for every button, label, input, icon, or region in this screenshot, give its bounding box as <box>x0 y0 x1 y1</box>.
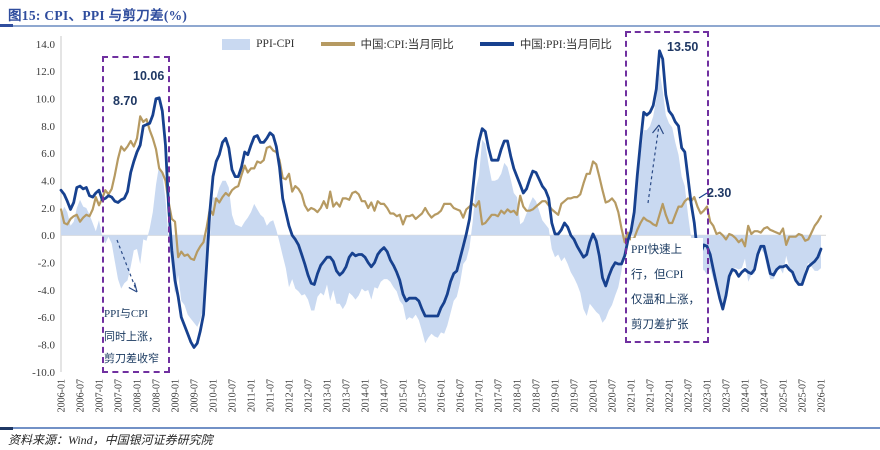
chart-legend: PPI-CPI 中国:CPI:当月同比 中国:PPI:当月同比 <box>0 36 834 52</box>
x-tick-label: 2020-07 <box>608 379 619 412</box>
source-text: 资料来源：Wind，中国银河证券研究院 <box>8 433 213 447</box>
ppi-cpi-spread-area <box>61 71 821 344</box>
x-tick-label: 2011-07 <box>266 379 277 412</box>
x-tick-label: 2017-07 <box>494 379 505 412</box>
figure-title: 图15: CPI、PPI 与剪刀差(%) <box>8 8 188 23</box>
cpi-peak-2021-label: 2.30 <box>707 186 732 200</box>
ppi-line <box>59 49 823 349</box>
legend-label-spread: PPI-CPI <box>256 38 295 50</box>
x-tick-label: 2014-01 <box>361 379 372 412</box>
footer-divider-accent <box>0 426 13 430</box>
y-tick-label: 6.0 <box>41 148 55 160</box>
x-tick-label: 2024-07 <box>760 379 771 412</box>
legend-label-ppi: 中国:PPI:当月同比 <box>519 39 612 51</box>
cpi-peak-2008-label: 8.70 <box>113 94 138 108</box>
y-tick-label: -2.0 <box>38 258 56 270</box>
x-tick-label: 2025-07 <box>798 379 809 412</box>
x-tick-label: 2015-01 <box>399 379 410 412</box>
x-tick-label: 2019-01 <box>551 379 562 412</box>
note-2021: PPI快速上 行，但CPI 仅温和上涨， 剪刀差扩张 <box>631 238 703 338</box>
x-tick-label: 2021-01 <box>627 379 638 412</box>
note-2008: PPI与CPI 同时上涨， 剪刀差收窄 <box>104 308 159 365</box>
cpi-line <box>59 115 823 261</box>
x-tick-label: 2012-01 <box>285 379 296 412</box>
y-tick-label: -10.0 <box>32 367 55 379</box>
y-tick-label: 4.0 <box>41 176 55 188</box>
x-tick-label: 2018-01 <box>513 379 524 412</box>
highlight-box-2021 <box>625 31 709 343</box>
y-tick-label: -8.0 <box>38 340 56 352</box>
title-divider-accent <box>0 24 13 27</box>
y-tick-label: 0.0 <box>41 230 55 242</box>
x-tick-label: 2024-01 <box>741 379 752 412</box>
x-tick-label: 2009-01 <box>171 379 182 412</box>
x-tick-label: 2010-07 <box>228 379 239 412</box>
ppi-peak-2021-label: 13.50 <box>667 40 699 54</box>
legend-label-cpi: 中国:CPI:当月同比 <box>360 39 454 51</box>
legend-item-ppi: 中国:PPI:当月同比 <box>479 36 612 52</box>
x-tick-label: 2015-07 <box>418 379 429 412</box>
y-tick-label: 14.0 <box>36 39 56 51</box>
x-tick-label: 2022-01 <box>665 379 676 412</box>
x-tick-label: 2018-07 <box>532 379 543 412</box>
x-tick-label: 2026-01 <box>817 379 828 412</box>
x-tick-label: 2020-01 <box>589 379 600 412</box>
ppi-line-swatch-icon <box>479 42 514 46</box>
x-tick-label: 2021-07 <box>646 379 657 412</box>
title-divider <box>0 25 880 27</box>
x-tick-label: 2016-07 <box>456 379 467 412</box>
area-swatch-icon <box>222 38 251 50</box>
y-tick-label: -4.0 <box>38 285 56 297</box>
x-tick-label: 2006-01 <box>57 379 68 412</box>
x-tick-label: 2007-07 <box>114 379 125 412</box>
x-tick-label: 2023-07 <box>722 379 733 412</box>
cpi-line-swatch-icon <box>320 42 355 46</box>
x-tick-label: 2007-01 <box>95 379 106 412</box>
x-tick-label: 2016-01 <box>437 379 448 412</box>
x-tick-label: 2008-07 <box>152 379 163 412</box>
x-tick-label: 2023-01 <box>703 379 714 412</box>
x-tick-label: 2012-07 <box>304 379 315 412</box>
y-tick-label: 8.0 <box>41 121 55 133</box>
x-tick-label: 2009-07 <box>190 379 201 412</box>
y-tick-label: 2.0 <box>41 203 55 215</box>
highlight-box-2008 <box>102 56 170 373</box>
x-tick-label: 2011-01 <box>247 379 258 412</box>
ppi-peak-2008-label: 10.06 <box>133 69 165 83</box>
legend-item-spread: PPI-CPI <box>222 38 295 50</box>
x-tick-label: 2019-07 <box>570 379 581 412</box>
y-tick-label: 12.0 <box>36 66 56 78</box>
x-tick-label: 2008-01 <box>133 379 144 412</box>
footer-divider <box>0 427 880 429</box>
x-tick-label: 2006-07 <box>76 379 87 412</box>
x-tick-label: 2017-01 <box>475 379 486 412</box>
y-tick-label: -6.0 <box>38 312 56 324</box>
x-tick-label: 2010-01 <box>209 379 220 412</box>
x-tick-label: 2013-01 <box>323 379 334 412</box>
legend-item-cpi: 中国:CPI:当月同比 <box>320 36 454 52</box>
x-tick-label: 2022-07 <box>684 379 695 412</box>
x-tick-label: 2013-07 <box>342 379 353 412</box>
y-tick-label: 10.0 <box>36 94 56 106</box>
x-tick-label: 2025-01 <box>779 379 790 412</box>
x-tick-label: 2014-07 <box>380 379 391 412</box>
